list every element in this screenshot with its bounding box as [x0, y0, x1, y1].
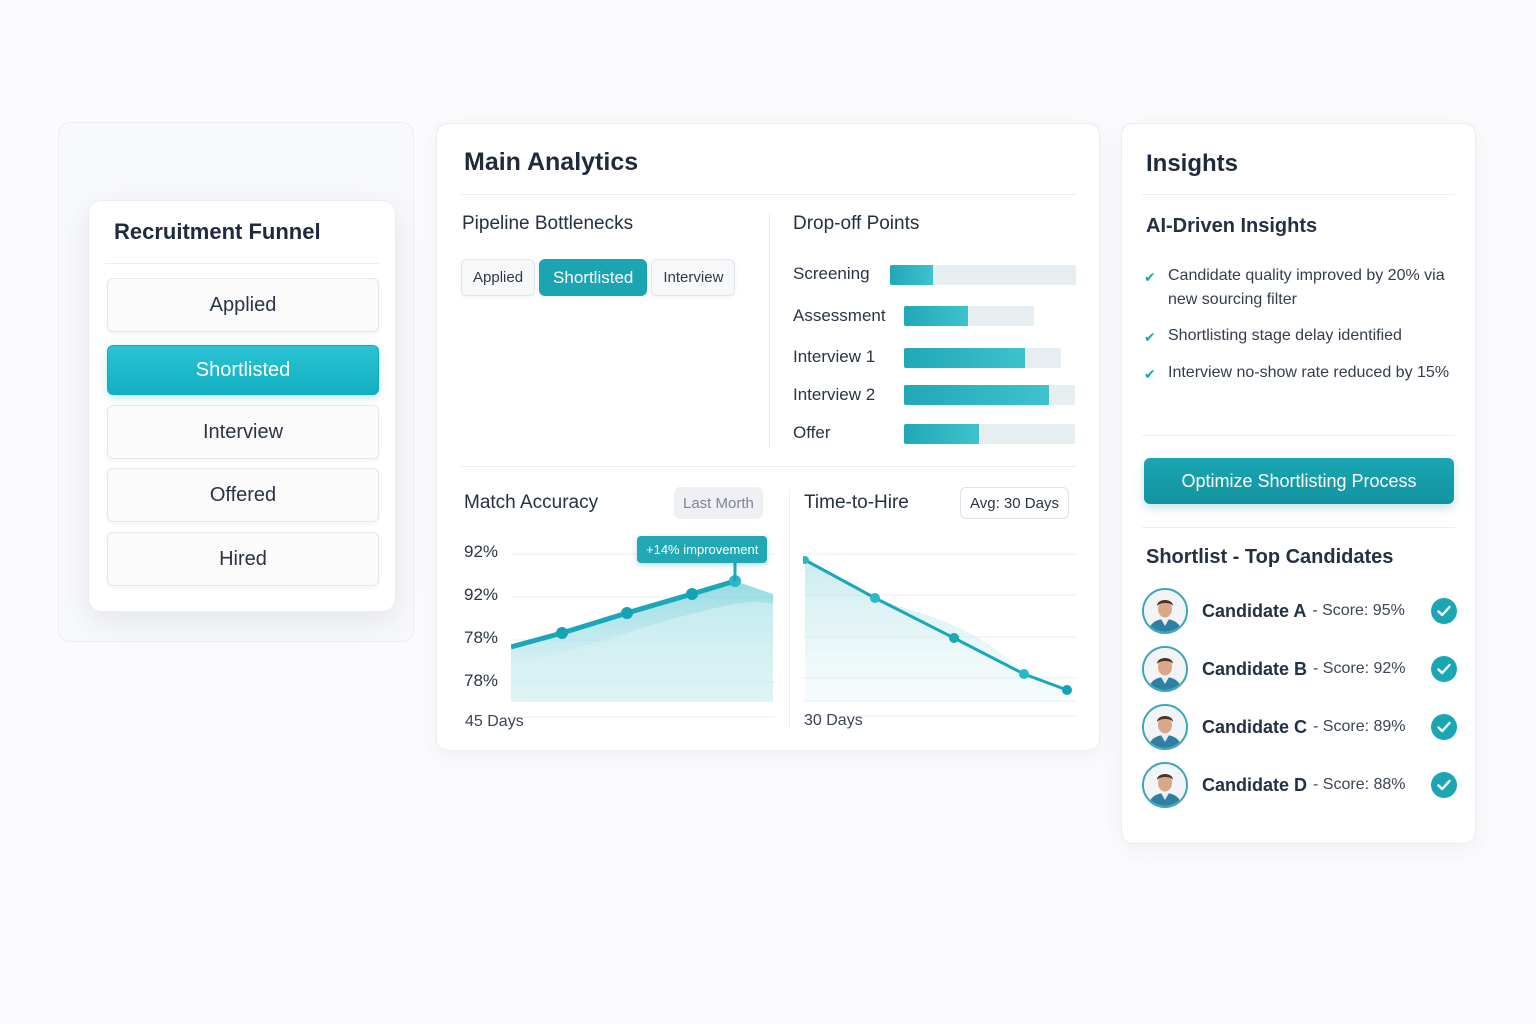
dropoff-bar-interview-1 — [904, 348, 1061, 368]
x-axis-label: 30 Days — [804, 712, 863, 729]
dropoff-bar-assessment — [904, 306, 1034, 326]
ai-insights-title: AI-Driven Insights — [1146, 215, 1318, 237]
candidate-name: Candidate D — [1202, 774, 1308, 795]
y-tick: 92% — [464, 585, 499, 604]
candidate-score: - Score: 95% — [1312, 602, 1405, 619]
avg-days-badge: Avg: 30 Days — [960, 487, 1069, 519]
dropoff-label: Assessment — [793, 306, 886, 325]
insights-title: Insights — [1146, 150, 1239, 177]
main-title: Main Analytics — [464, 148, 639, 176]
x-axis-label: 45 Days — [465, 713, 524, 730]
check-icon: ✔ — [1144, 329, 1156, 345]
pipeline-filter-tabs: Applied Shortlisted Interview — [461, 259, 736, 296]
insight-item: ✔ Candidate quality improved by 20% via … — [1144, 264, 1464, 312]
candidate-score: - Score: 89% — [1313, 718, 1406, 735]
filter-applied[interactable]: Applied — [461, 259, 536, 296]
insight-text: Interview no-show rate reduced by 15% — [1168, 364, 1450, 381]
divider — [1142, 194, 1455, 195]
candidate-row[interactable]: Candidate B - Score: 92% — [1142, 645, 1457, 693]
divider — [105, 263, 379, 264]
shortlist-title: Shortlist - Top Candidates — [1146, 546, 1394, 568]
time-to-hire-chart — [803, 553, 1077, 717]
candidate-score: - Score: 92% — [1313, 660, 1406, 677]
dropoff-row-offer: Offer — [793, 423, 830, 443]
funnel-stage-hired[interactable]: Hired — [107, 532, 379, 586]
divider — [1142, 435, 1455, 436]
insight-item: ✔ Shortlisting stage delay identified — [1144, 324, 1464, 349]
candidate-row[interactable]: Candidate C - Score: 89% — [1142, 703, 1457, 751]
optimize-shortlisting-button[interactable]: Optimize Shortlisting Process — [1144, 458, 1454, 504]
funnel-stage-interview[interactable]: Interview — [107, 405, 379, 459]
filter-interview[interactable]: Interview — [651, 259, 736, 296]
dropoff-label: Interview 1 — [793, 347, 876, 366]
dropoff-title: Drop-off Points — [793, 213, 920, 234]
y-tick: 78% — [464, 628, 499, 647]
insight-text: Candidate quality improved by 20% via ne… — [1168, 267, 1445, 308]
filter-shortlisted[interactable]: Shortlisted — [539, 259, 648, 296]
verified-check-icon — [1431, 772, 1457, 798]
dropoff-label: Interview 2 — [793, 385, 876, 404]
y-tick: 92% — [464, 542, 499, 561]
verified-check-icon — [1431, 656, 1457, 682]
dropoff-bar-screening — [890, 265, 1076, 285]
match-accuracy-title: Match Accuracy — [464, 492, 599, 513]
candidate-row[interactable]: Candidate D - Score: 88% — [1142, 761, 1457, 809]
check-icon: ✔ — [1144, 366, 1156, 382]
divider — [1142, 527, 1455, 528]
candidate-name: Candidate A — [1202, 600, 1307, 621]
period-select[interactable]: Last Morth — [674, 487, 763, 519]
insights-card: Insights AI-Driven Insights ✔ Candidate … — [1121, 123, 1476, 844]
divider — [461, 466, 1077, 467]
verified-check-icon — [1431, 598, 1457, 624]
insight-text: Shortlisting stage delay identified — [1168, 327, 1402, 344]
candidate-row[interactable]: Candidate A - Score: 95% — [1142, 587, 1457, 635]
dropoff-bar-interview-2 — [904, 385, 1075, 405]
verified-check-icon — [1431, 714, 1457, 740]
y-tick: 78% — [464, 671, 499, 690]
divider — [461, 194, 1077, 195]
avatar — [1142, 646, 1188, 692]
funnel-stage-shortlisted[interactable]: Shortlisted — [107, 345, 379, 395]
insight-item: ✔ Interview no-show rate reduced by 15% — [1144, 361, 1464, 386]
funnel-stage-applied[interactable]: Applied — [107, 278, 379, 332]
pipeline-title: Pipeline Bottlenecks — [462, 213, 634, 234]
avatar — [1142, 588, 1188, 634]
candidate-name: Candidate C — [1202, 716, 1308, 737]
recruitment-funnel-card: Recruitment Funnel Applied Shortlisted I… — [88, 200, 396, 612]
dropoff-row-interview-1: Interview 1 — [793, 347, 875, 367]
avatar — [1142, 704, 1188, 750]
dropoff-row-interview-2: Interview 2 — [793, 385, 875, 405]
candidate-name: Candidate B — [1202, 658, 1308, 679]
check-icon: ✔ — [1144, 269, 1156, 285]
dropoff-row-screening: Screening — [793, 264, 870, 284]
candidate-score: - Score: 88% — [1313, 776, 1406, 793]
time-to-hire-title: Time-to-Hire — [804, 492, 909, 513]
divider — [769, 214, 770, 448]
avatar — [1142, 762, 1188, 808]
dropoff-row-assessment: Assessment — [793, 306, 886, 326]
dropoff-bar-offer — [904, 424, 1075, 444]
dropoff-label: Screening — [793, 264, 870, 283]
main-analytics-card: Main Analytics Pipeline Bottlenecks Appl… — [436, 123, 1100, 751]
funnel-stage-offered[interactable]: Offered — [107, 468, 379, 522]
divider — [789, 489, 790, 729]
dropoff-label: Offer — [793, 423, 831, 442]
funnel-title: Recruitment Funnel — [114, 219, 321, 244]
improvement-tooltip: +14% improvement — [637, 536, 768, 563]
